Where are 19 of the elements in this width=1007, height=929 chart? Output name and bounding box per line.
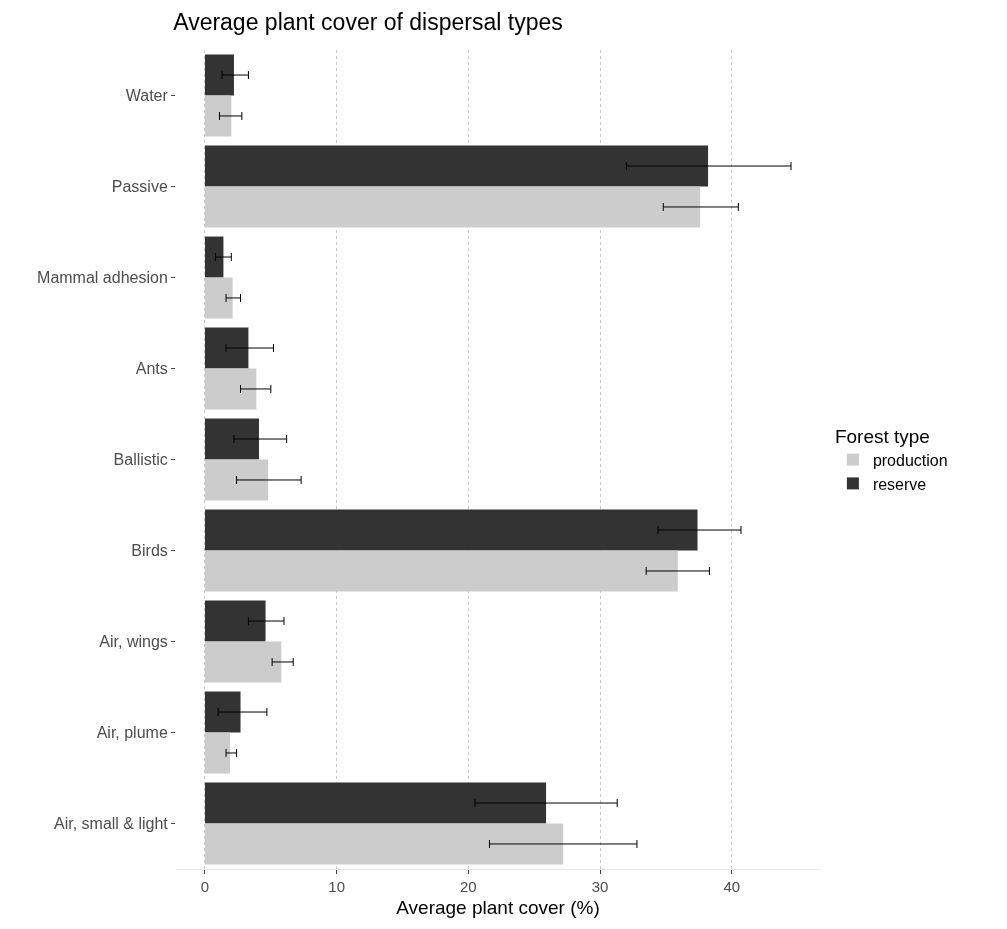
y-tick-label: Water — [125, 87, 169, 105]
legend-label: production — [872, 451, 948, 469]
y-tick-label: Mammal adhesion — [37, 269, 168, 287]
y-tick-label: Air, small & light — [53, 815, 169, 833]
legend-title: Forest type — [834, 425, 930, 447]
x-tick-label: 10 — [328, 878, 346, 895]
y-tick-label: Air, wings — [99, 633, 168, 651]
y-tick-label: Ballistic — [113, 451, 168, 469]
y-tick-label: Ants — [135, 360, 168, 378]
x-tick-label: 20 — [460, 878, 477, 895]
x-tick-label: 0 — [200, 878, 210, 895]
y-tick-label: Birds — [131, 542, 168, 560]
chart-title: Average plant cover of dispersal types — [173, 9, 563, 36]
x-tick-label: 30 — [591, 878, 609, 895]
x-tick-label: 40 — [723, 878, 741, 895]
y-tick-label: Passive — [111, 178, 168, 196]
legend-label: reserve — [872, 475, 927, 493]
x-axis-title: Average plant cover (%) — [396, 896, 600, 918]
y-tick-label: Air, plume — [96, 724, 168, 742]
